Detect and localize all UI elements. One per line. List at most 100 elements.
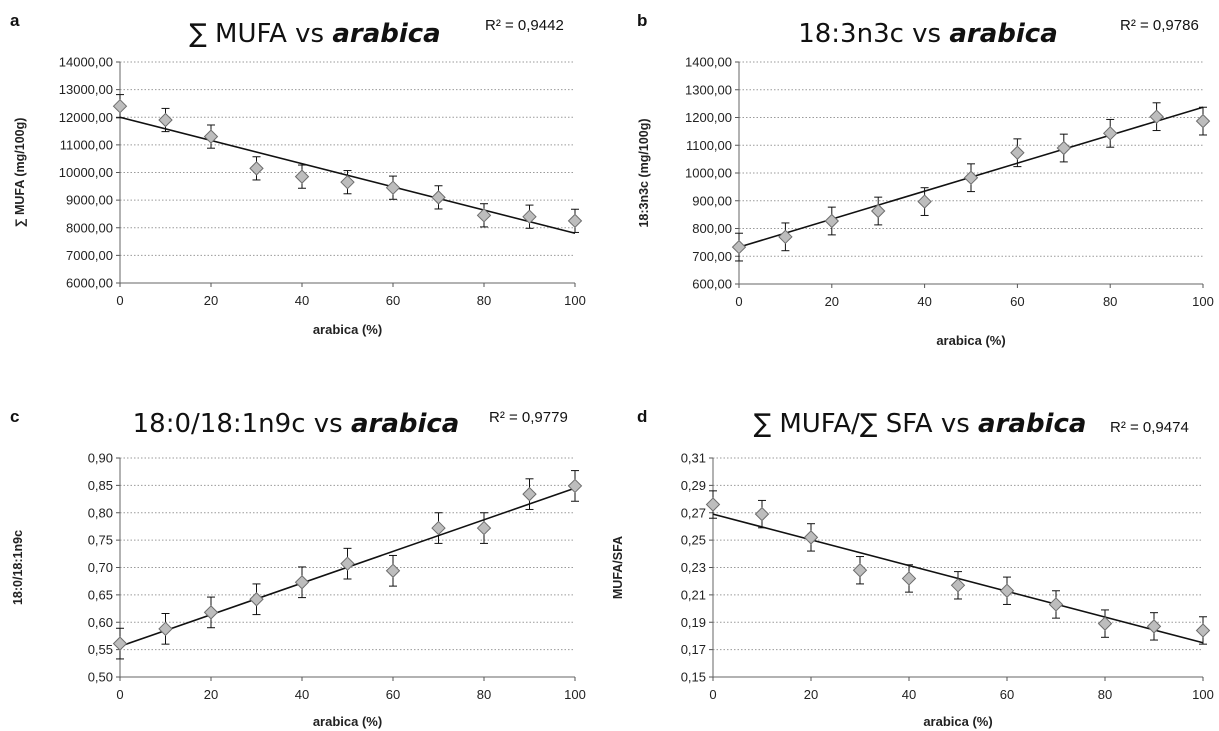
- x-axis-title: arabica (%): [313, 322, 382, 337]
- data-point-marker: [385, 180, 401, 195]
- data-point-marker: [294, 575, 310, 590]
- y-tick-label: 0,27: [681, 505, 706, 520]
- data-point-marker: [870, 203, 886, 219]
- x-axis-title: arabica (%): [936, 333, 1005, 348]
- data-point-marker: [999, 583, 1015, 598]
- y-tick-label: 13000,00: [59, 82, 113, 97]
- y-axis-title: 18:0/18:1n9c: [11, 530, 25, 605]
- chart-title: 18:0/18:1n9c vs arabica: [133, 409, 460, 439]
- data-point-marker: [778, 229, 793, 245]
- x-tick-label: 20: [825, 294, 839, 309]
- y-tick-label: 0,25: [681, 533, 706, 548]
- y-tick-label: 12000,00: [59, 110, 113, 125]
- data-point-marker: [1048, 597, 1064, 612]
- chart-title-italic: arabica: [978, 409, 1086, 439]
- y-tick-label: 0,23: [681, 560, 706, 575]
- data-point-marker: [901, 571, 917, 586]
- data-point-marker: [431, 190, 446, 205]
- chart-title: 18:3n3c vs arabica: [798, 19, 1058, 49]
- y-tick-label: 11000,00: [60, 137, 113, 152]
- data-point-marker: [340, 174, 355, 190]
- data-point-marker: [917, 194, 932, 209]
- data-point-marker: [158, 621, 173, 637]
- x-tick-label: 80: [477, 293, 491, 308]
- chart-title-main: 18:3n3c vs: [798, 19, 949, 49]
- data-point-marker: [731, 239, 747, 255]
- r-squared-label: R² = 0,9442: [485, 17, 564, 34]
- data-point-marker: [1149, 109, 1164, 124]
- x-tick-label: 100: [564, 687, 586, 702]
- data-point-marker: [431, 520, 446, 536]
- x-tick-label: 60: [386, 687, 400, 702]
- chart-title-italic: arabica: [949, 19, 1057, 49]
- y-tick-label: 14000,00: [59, 55, 113, 70]
- x-tick-label: 80: [1098, 687, 1112, 702]
- y-axis-title: MUFA/SFA: [611, 536, 625, 599]
- x-tick-label: 0: [735, 294, 742, 309]
- chart-title-main: 18:0/18:1n9c vs: [133, 409, 351, 439]
- data-point-marker: [1102, 126, 1118, 141]
- chart-title-main: ∑ MUFA/∑ SFA vs: [754, 409, 978, 439]
- chart-title-main: ∑ MUFA vs: [189, 19, 332, 49]
- y-tick-label: 0,17: [681, 642, 706, 657]
- y-tick-label: 0,70: [88, 560, 113, 575]
- data-point-marker: [705, 497, 721, 512]
- r-squared-label: R² = 0,9779: [489, 409, 568, 426]
- panel-a: a ∑ MUFA vs arabica R² = 0,9442 6000,00 7000…: [10, 11, 586, 337]
- y-tick-label: 8000,00: [66, 220, 113, 235]
- y-tick-label: 0,50: [88, 670, 113, 685]
- x-tick-label: 60: [386, 293, 400, 308]
- data-point-marker: [1146, 619, 1162, 634]
- y-tick-label: 800,00: [692, 221, 732, 236]
- x-tick-label: 40: [902, 687, 916, 702]
- x-tick-label: 40: [295, 687, 309, 702]
- x-tick-label: 100: [1192, 294, 1214, 309]
- y-tick-label: 700,00: [692, 249, 732, 264]
- y-tick-label: 900,00: [692, 193, 732, 208]
- y-tick-label: 0,19: [681, 615, 706, 630]
- panel-letter: d: [637, 407, 647, 426]
- x-tick-label: 0: [116, 687, 123, 702]
- x-tick-label: 0: [709, 687, 716, 702]
- chart-title: ∑ MUFA/∑ SFA vs arabica: [754, 409, 1087, 439]
- data-point-marker: [803, 530, 819, 545]
- x-tick-label: 20: [204, 293, 218, 308]
- y-tick-label: 0,21: [681, 587, 706, 602]
- panel-b: b 18:3n3c vs arabica R² = 0,9786 600,00 700,…: [637, 11, 1214, 348]
- data-point-marker: [249, 161, 264, 176]
- x-tick-label: 100: [1192, 687, 1214, 702]
- data-point-marker: [1010, 145, 1025, 160]
- data-point-marker: [112, 636, 128, 651]
- y-tick-label: 10000,00: [59, 165, 113, 180]
- data-point-marker: [950, 578, 966, 593]
- data-point-marker: [476, 520, 492, 536]
- y-tick-label: 0,60: [88, 615, 113, 630]
- data-point-marker: [203, 129, 219, 144]
- y-tick-label: 1100,00: [686, 138, 732, 153]
- x-tick-label: 20: [804, 687, 818, 702]
- x-tick-label: 20: [204, 687, 218, 702]
- y-tick-label: 0,80: [88, 505, 113, 520]
- chart-title-italic: arabica: [351, 409, 459, 439]
- y-tick-label: 1200,00: [685, 110, 732, 125]
- data-point-marker: [1056, 140, 1072, 156]
- y-tick-label: 0,31: [681, 451, 706, 466]
- data-point-marker: [1097, 616, 1113, 631]
- x-tick-label: 60: [1000, 687, 1014, 702]
- chart-title: ∑ MUFA vs arabica: [189, 19, 440, 49]
- data-point-marker: [249, 592, 264, 607]
- panel-letter: c: [10, 407, 19, 426]
- data-point-marker: [294, 169, 310, 184]
- y-axis-title: ∑ MUFA (mg/100g): [13, 118, 27, 228]
- data-point-marker: [522, 209, 537, 224]
- data-point-marker: [522, 486, 537, 502]
- y-tick-label: 7000,00: [66, 248, 113, 263]
- y-tick-label: 0,85: [88, 478, 113, 493]
- data-point-marker: [385, 563, 401, 578]
- y-tick-label: 0,65: [88, 587, 113, 602]
- data-point-marker: [340, 556, 355, 571]
- data-point-marker: [963, 170, 979, 185]
- y-tick-label: 1000,00: [685, 166, 732, 181]
- y-tick-label: 0,15: [681, 670, 706, 685]
- data-point-marker: [158, 112, 173, 128]
